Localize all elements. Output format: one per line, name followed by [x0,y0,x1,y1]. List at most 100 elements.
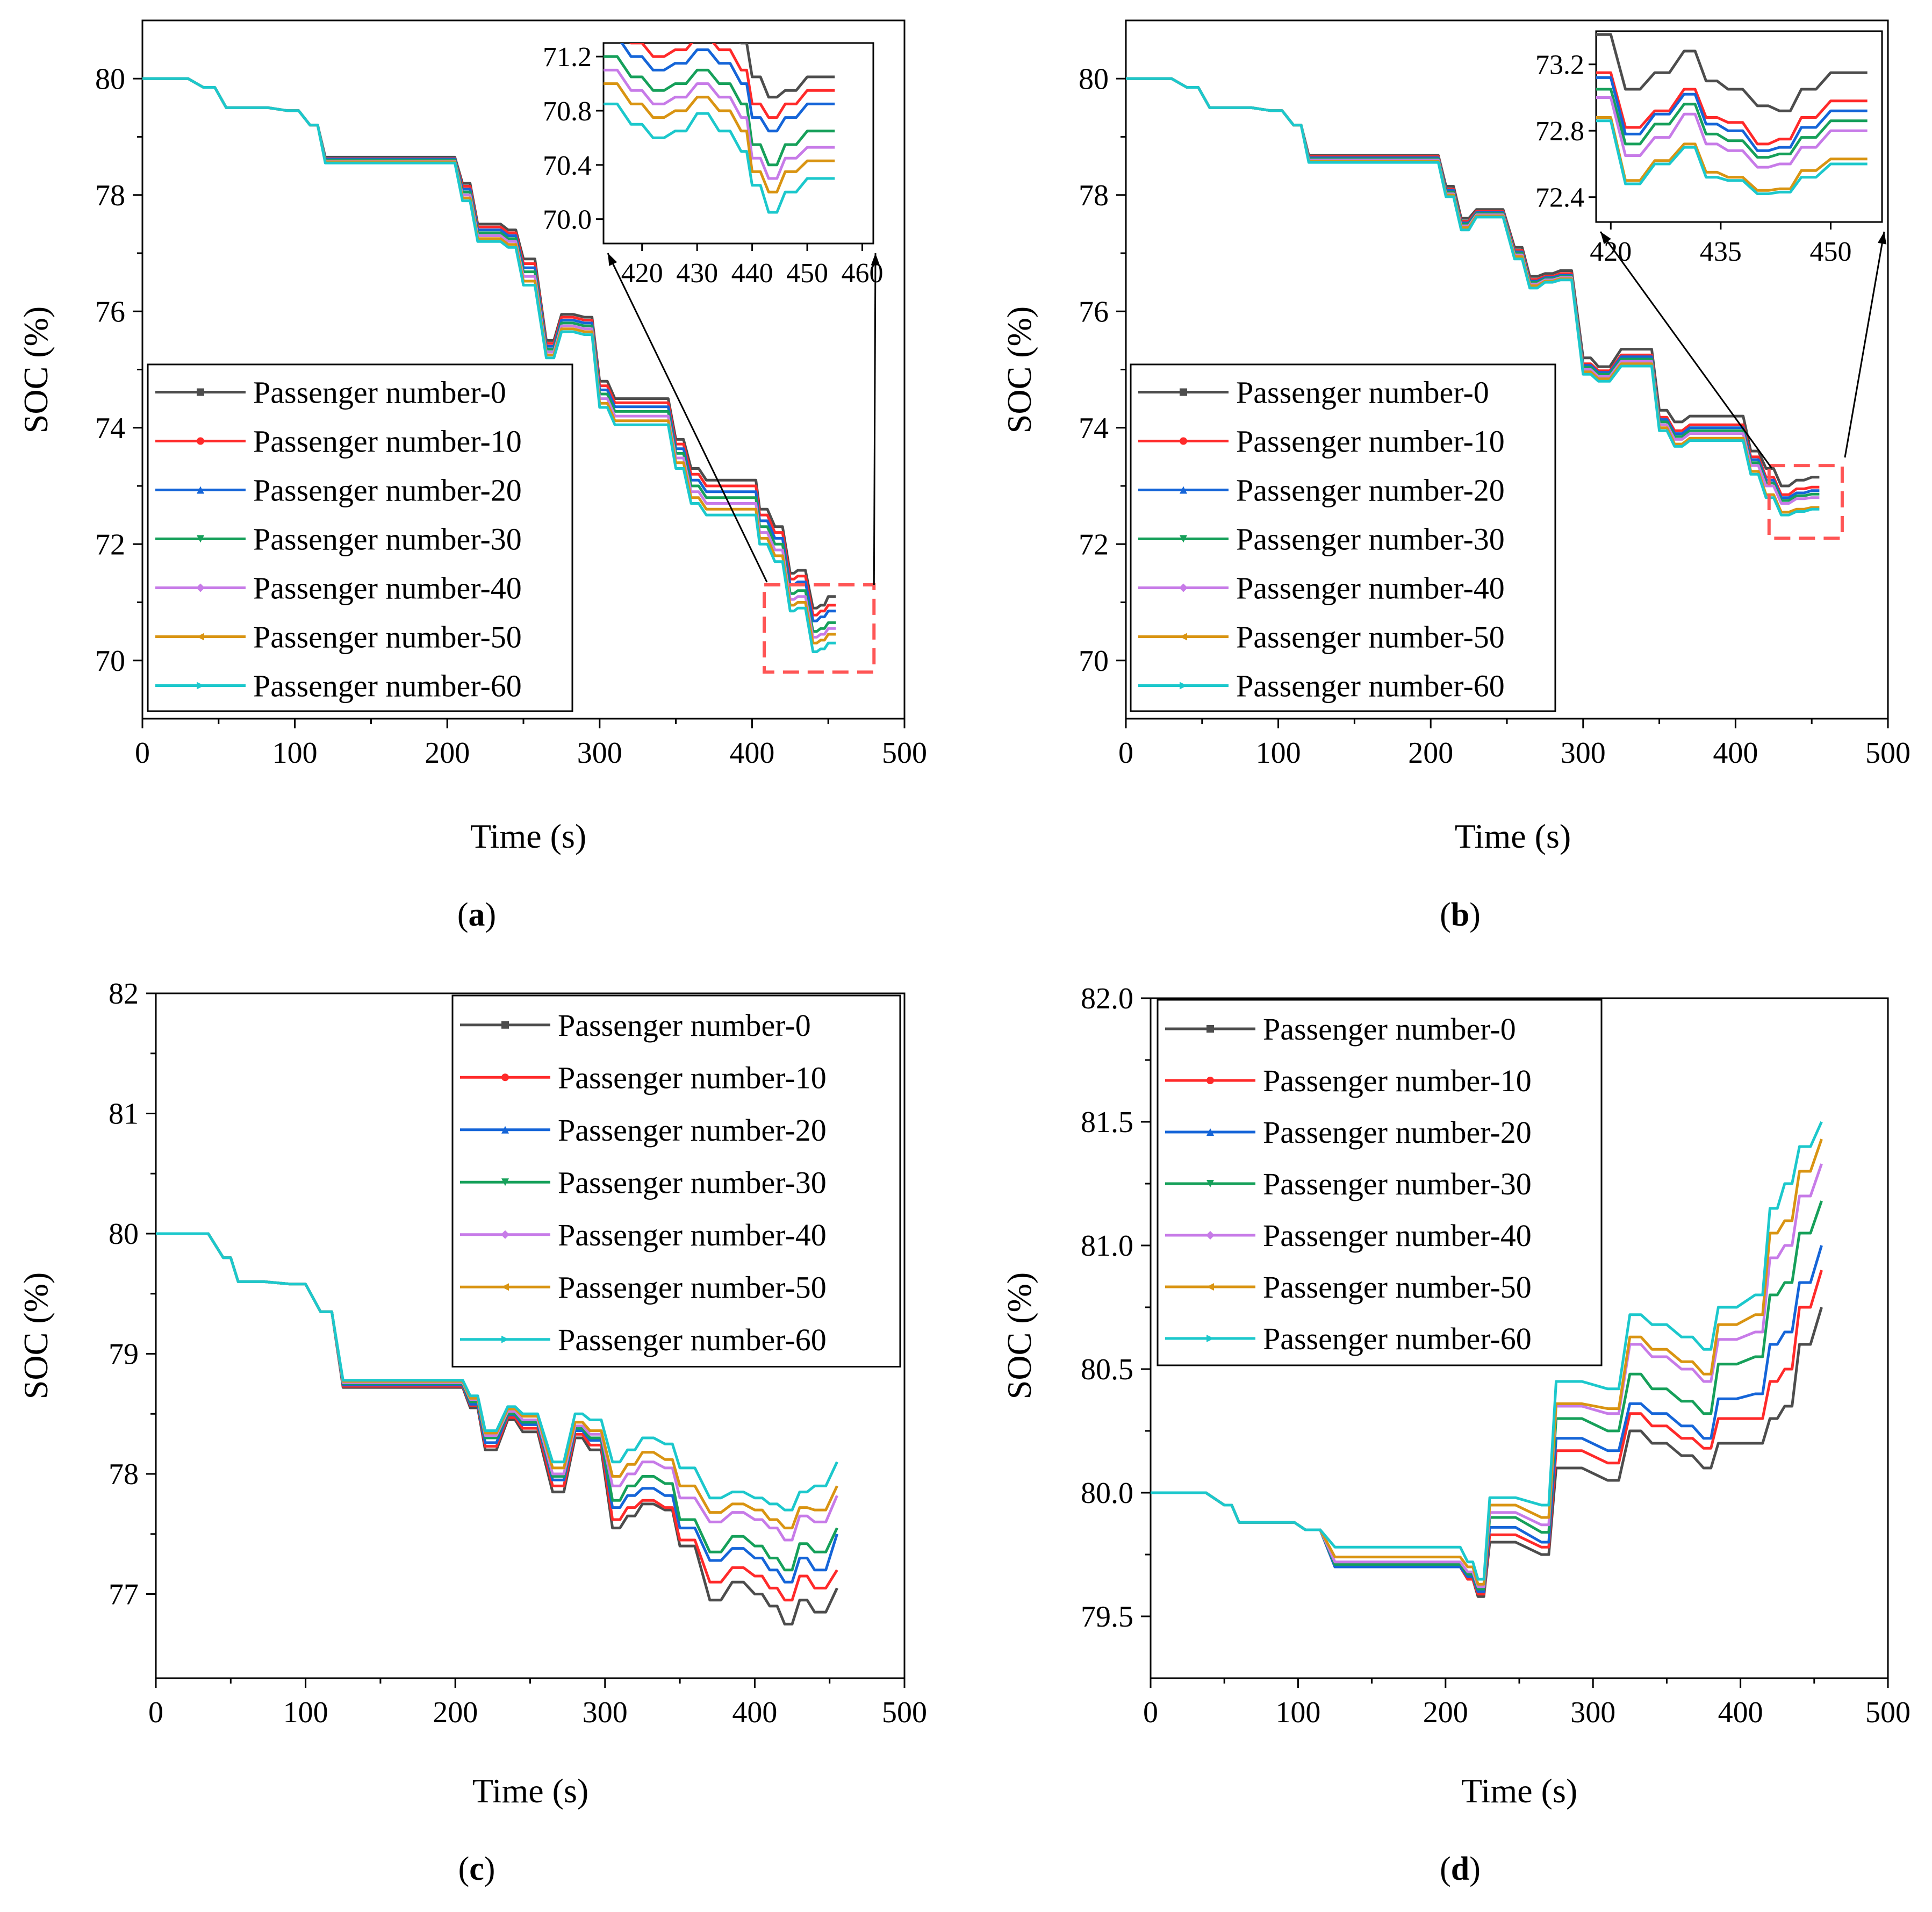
x-tick-label: 400 [1718,1696,1763,1729]
y-tick-label: 78 [109,1458,139,1491]
inset-series-6-line [604,102,835,214]
y-tick-label: 78 [95,179,125,212]
y-axis-label: SOC (%) [1000,306,1038,433]
inset-frame [602,42,874,245]
legend-swatch-marker [1206,1335,1214,1342]
legend-entry: Passenger number-30 [253,522,522,557]
series-group [1151,1121,1823,1598]
series-group [142,77,836,653]
legend-entry: Passenger number-20 [1236,473,1505,508]
inset-x-tick-label: 430 [676,258,718,289]
legend: Passenger number-0 Passenger number-10 Pas… [451,994,901,1367]
y-tick-label: 77 [109,1578,139,1612]
series-6-line [142,77,836,653]
inset-y-tick-label: 72.8 [1535,116,1584,147]
inset-series-5-line [604,82,835,194]
legend-entry: Passenger number-50 [1263,1270,1532,1305]
zoom-arrow-right [873,253,877,585]
y-tick-label: 81 [109,1098,139,1131]
inset-y-tick-label: 72.4 [1535,183,1584,213]
series-group [1126,77,1820,517]
inset-series-2-line [1596,76,1868,152]
legend-swatch-marker [501,1230,509,1239]
chart-c: 0 100 200 300 400 500 77 78 79 80 81 82 Time (s) SOC … [17,977,927,1887]
y-tick-label: 72 [95,528,125,561]
y-tick-label: 78 [1079,179,1109,212]
legend-entry: Passenger number-0 [558,1008,811,1043]
legend-entry: Passenger number-50 [1236,620,1505,655]
legend-swatch-marker [1206,1283,1214,1291]
y-tick-label: 80.0 [1081,1477,1133,1510]
inset-series-group [604,43,835,214]
legend-swatch-marker [501,1283,509,1291]
y-tick-label: 76 [1079,295,1109,328]
y-tick-label: 81.5 [1081,1106,1133,1139]
legend-entry: Passenger number-20 [1263,1115,1532,1150]
legend: Passenger number-0 Passenger number-10 Pas… [1157,999,1603,1366]
x-axis-label: Time (s) [1461,1772,1577,1810]
legend-entry: Passenger number-60 [1263,1321,1532,1356]
subfigure-caption: (a) [457,897,496,933]
zoom-box [763,583,876,674]
series-6-line [156,1232,838,1512]
y-tick-label: 79.5 [1081,1600,1133,1634]
legend-entry: Passenger number-20 [558,1113,827,1148]
x-tick-label: 300 [1561,736,1606,770]
legend-entry: Passenger number-20 [253,473,522,508]
legend-entry: Passenger number-30 [558,1165,827,1200]
legend-swatch-marker [1180,682,1187,690]
x-axis-label: Time (s) [472,1772,588,1810]
y-tick-label: 79 [109,1338,139,1371]
legend-swatch-marker [501,1021,509,1029]
inset-frame [1595,30,1883,223]
inset-series-0-line [739,43,835,99]
legend-swatch-marker [197,437,204,445]
legend-swatch-marker [501,1335,509,1343]
x-tick-label: 0 [1143,1696,1158,1729]
zoom-arrow-left-head [1600,232,1611,245]
legend-entry: Passenger number-0 [253,375,506,410]
inset-x-tick-label: 435 [1700,237,1742,267]
x-tick-label: 200 [433,1696,478,1729]
inset-y-tick-label: 70.8 [543,96,592,127]
legend-entry: Passenger number-0 [1236,375,1489,410]
y-tick-label: 81.0 [1081,1229,1133,1263]
legend-swatch-marker [1180,486,1187,494]
inset-x-tick-label: 450 [786,258,828,289]
y-tick-label: 80 [1079,62,1109,96]
y-tick-label: 74 [95,412,125,445]
legend-entry: Passenger number-40 [1263,1218,1532,1253]
series-6-line [1151,1121,1823,1581]
inset-series-0-line [1596,33,1868,112]
legend: Passenger number-0 Passenger number-10 Pas… [147,363,573,712]
legend-swatch-marker [197,486,204,494]
x-tick-label: 100 [1275,1696,1320,1729]
inset-series-1-line [629,43,835,119]
legend-swatch-marker [197,535,204,543]
subfigure-caption: (c) [458,1851,495,1887]
inset-y-tick-label: 73.2 [1535,50,1584,81]
x-tick-label: 500 [882,736,927,770]
inset-x-tick-label: 440 [731,258,773,289]
x-tick-label: 300 [583,1696,628,1729]
x-axis-label: Time (s) [1455,817,1571,855]
inset-x-tick-label: 460 [842,258,884,289]
legend-entry: Passenger number-60 [558,1322,827,1357]
legend-swatch-marker [501,1178,509,1186]
y-tick-label: 80.5 [1081,1353,1133,1386]
inset-series-3-line [604,55,835,167]
legend-entry: Passenger number-60 [253,669,522,704]
zoom-arrow-right-head [1878,232,1887,245]
series-group [156,1232,838,1625]
y-axis-label: SOC (%) [17,1272,55,1399]
x-tick-label: 0 [135,736,150,770]
inset-series-3-line [1596,88,1868,159]
legend-entry: Passenger number-10 [1236,424,1505,459]
x-tick-label: 400 [729,736,774,770]
legend-entry: Passenger number-60 [1236,669,1505,704]
y-tick-label: 80 [95,62,125,96]
inset-series-4-line [604,68,835,180]
x-tick-label: 100 [272,736,318,770]
legend-entry: Passenger number-50 [253,620,522,655]
